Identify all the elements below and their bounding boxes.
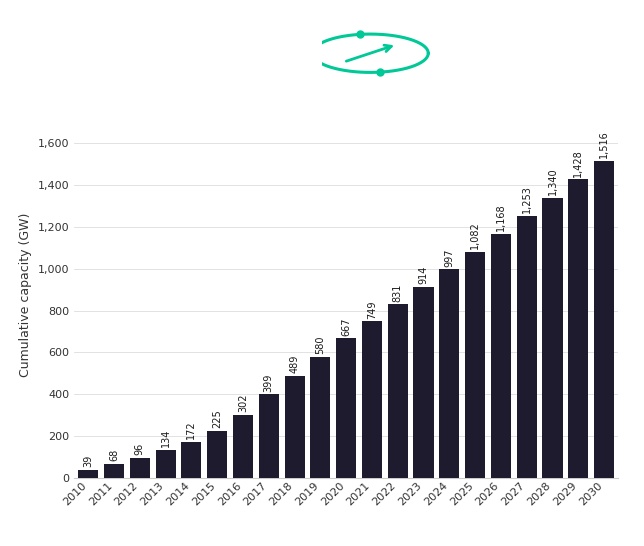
Text: 667: 667	[341, 317, 351, 336]
Text: 68: 68	[109, 449, 119, 461]
Text: 831: 831	[393, 283, 402, 301]
Text: 1,253: 1,253	[522, 186, 532, 213]
Bar	[310, 357, 330, 478]
Text: Source: GlobalData Power Database: Source: GlobalData Power Database	[26, 516, 310, 530]
Bar	[413, 287, 433, 478]
Bar	[259, 394, 279, 478]
Y-axis label: Cumulative capacity (GW): Cumulative capacity (GW)	[19, 212, 32, 377]
Bar	[568, 179, 589, 478]
Text: 1,428: 1,428	[573, 149, 583, 177]
Text: 997: 997	[444, 248, 454, 267]
Text: 172: 172	[186, 420, 196, 440]
Text: 1,340: 1,340	[547, 168, 558, 195]
Text: 1,168: 1,168	[496, 204, 506, 231]
Bar	[130, 458, 150, 478]
Text: 580: 580	[316, 335, 325, 354]
Bar	[336, 339, 356, 478]
Bar	[78, 470, 99, 478]
Bar	[362, 321, 382, 478]
Bar	[207, 431, 227, 478]
Bar	[104, 464, 124, 478]
Text: 225: 225	[212, 410, 222, 428]
Bar	[156, 450, 176, 478]
Bar	[594, 161, 614, 478]
Text: 489: 489	[290, 355, 299, 373]
Bar	[491, 234, 511, 478]
Text: 1,082: 1,082	[470, 221, 480, 249]
Bar	[182, 442, 202, 478]
Bar	[233, 414, 253, 478]
Text: 399: 399	[264, 373, 274, 392]
Bar	[388, 304, 408, 478]
Text: 96: 96	[135, 443, 145, 455]
Text: Global Solar PV Market,
Installed Cumulative
Capacity (GW) 2010-2030: Global Solar PV Market, Installed Cumula…	[26, 25, 256, 81]
Text: 914: 914	[419, 266, 428, 284]
Text: 749: 749	[367, 300, 377, 319]
Text: 39: 39	[83, 455, 93, 467]
Bar	[439, 269, 459, 478]
Text: GlobalData.: GlobalData.	[438, 40, 613, 66]
Bar	[465, 252, 485, 478]
Bar	[542, 198, 562, 478]
Text: 134: 134	[160, 429, 171, 447]
Bar	[516, 216, 536, 478]
Bar	[285, 376, 305, 478]
Text: 302: 302	[238, 394, 248, 412]
Text: 1,516: 1,516	[599, 130, 609, 158]
